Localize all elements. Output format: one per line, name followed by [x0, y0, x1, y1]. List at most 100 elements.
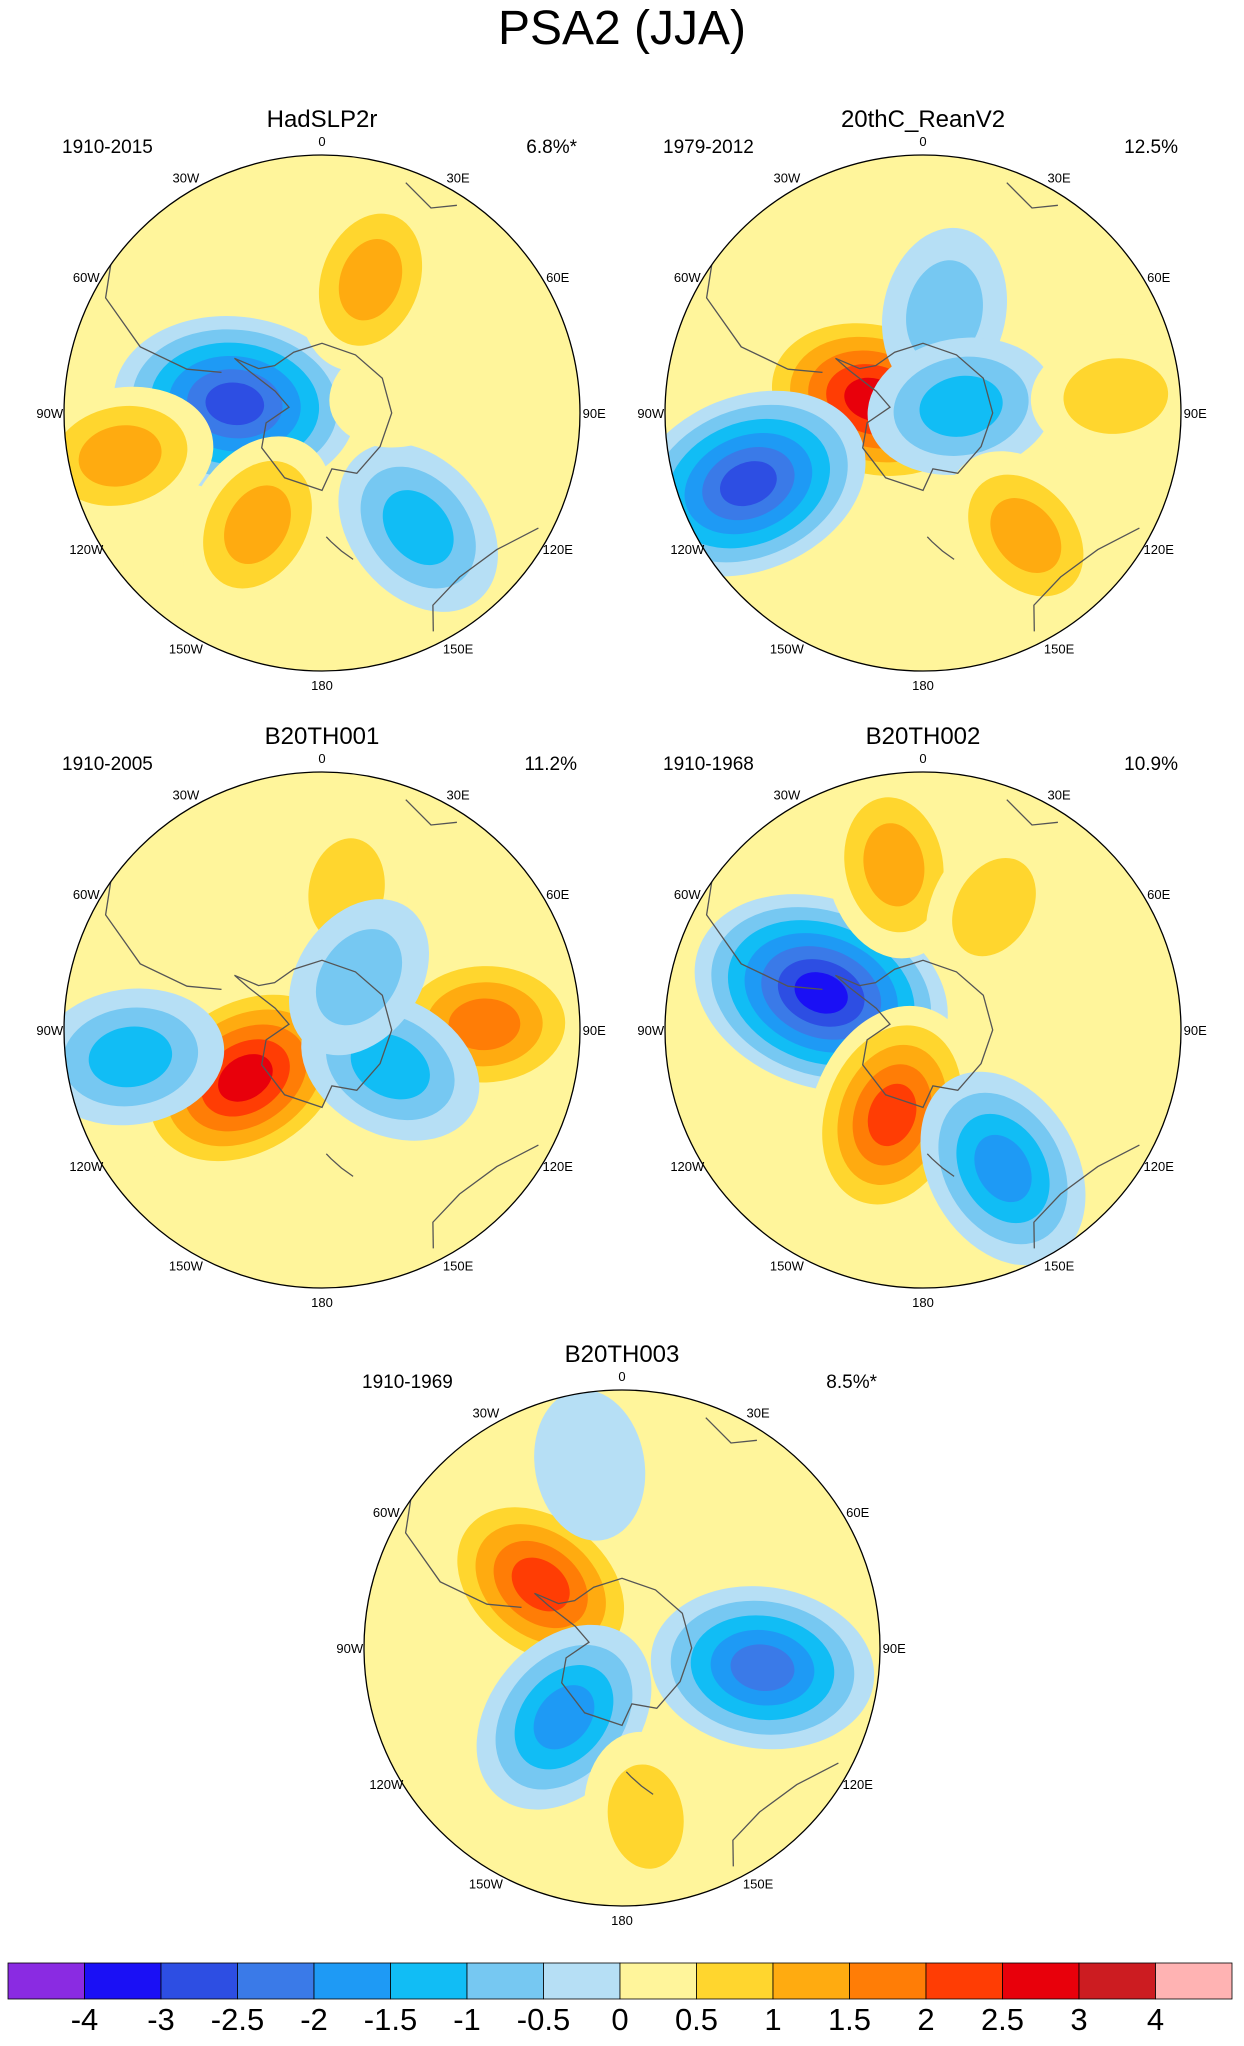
- colorbar: -4 -3 -2.5 -2 -1.5 -1 -0.5 0 0.5 1 1.5 2 2.5 3 4: [7, 1962, 1233, 2037]
- period-label: 1910-1968: [663, 754, 754, 775]
- new-zealand-coast: [325, 1153, 354, 1177]
- colorbar-swatch-11: [849, 1962, 927, 2000]
- anomaly-centre-2: [650, 1586, 875, 1750]
- longitude-label-90e: 90E: [1184, 406, 1207, 421]
- contour-level-neg-1: [534, 1390, 646, 1541]
- longitude-label-60w: 60W: [73, 887, 100, 902]
- south-america-coast: [104, 264, 222, 374]
- contour-level-neg-6: [205, 382, 265, 426]
- panel-title: B20TH003: [565, 1341, 680, 1368]
- longitude-label-90e: 90E: [883, 1641, 906, 1656]
- longitude-label-120e: 120E: [543, 542, 574, 557]
- map-field: [64, 772, 580, 1288]
- colorbar-label-12: 2.5: [981, 2002, 1024, 2037]
- contour-level-neg-3: [919, 375, 1003, 437]
- longitude-label-120e: 120E: [843, 1777, 874, 1792]
- colorbar-swatch-13: [1002, 1962, 1080, 2000]
- colorbar-label-13: 3: [1070, 2002, 1087, 2037]
- map-border: [664, 771, 1182, 1289]
- longitude-label-120e: 120E: [1144, 542, 1175, 557]
- longitude-label-120w: 120W: [369, 1777, 404, 1792]
- contour-level-neg-3: [350, 1033, 430, 1100]
- longitude-label-60w: 60W: [674, 887, 701, 902]
- map-border: [63, 771, 581, 1289]
- longitude-label-60w: 60W: [73, 270, 100, 285]
- map-panel-b20th002: B20TH002 1910-1968 10.9% 0 30E 60E 90E 120E 150E…: [637, 723, 1207, 1310]
- colorbar-swatch-2: [160, 1962, 238, 2000]
- period-label: 1979-2012: [663, 137, 754, 158]
- new-zealand-coast: [926, 536, 955, 560]
- antarctica-coast: [835, 342, 994, 492]
- longitude-label-90w: 90W: [637, 406, 664, 421]
- australia-coast: [1033, 1144, 1140, 1249]
- longitude-label-120w: 120W: [670, 1159, 705, 1174]
- colorbar-swatch-15: [1155, 1962, 1233, 2000]
- longitude-label-30e: 30E: [747, 1405, 770, 1420]
- longitude-label-150e: 150E: [443, 642, 474, 657]
- anomaly-centre-5: [288, 899, 430, 1056]
- colorbar-label-2: -2.5: [211, 2002, 264, 2037]
- contour-level-neg-7: [794, 972, 848, 1014]
- longitude-label-0: 0: [618, 1369, 625, 1384]
- longitude-label-90w: 90W: [36, 1023, 63, 1038]
- longitude-label-180: 180: [912, 678, 934, 693]
- contour-level-pos-3: [338, 239, 403, 321]
- anomaly-centre-1: [64, 988, 225, 1126]
- map-field: [364, 1390, 880, 1906]
- colorbar-swatch-3: [237, 1962, 315, 2000]
- longitude-label-30e: 30E: [447, 170, 470, 185]
- variance-label: 8.5%*: [826, 1372, 877, 1393]
- longitude-label-30w: 30W: [774, 170, 801, 185]
- contour-level-pos-3: [78, 425, 162, 487]
- coastlines: [104, 799, 539, 1249]
- colorbar-label-14: 4: [1147, 2002, 1164, 2037]
- coastlines: [705, 182, 1140, 632]
- colorbar-swatch-8: [619, 1962, 697, 2000]
- variance-label: 12.5%: [1124, 137, 1178, 158]
- colorbar-label-7: 0: [611, 2002, 628, 2037]
- contour-level-pos-3: [224, 485, 291, 564]
- contour-level-neg-3: [382, 490, 454, 566]
- africa-coast: [405, 182, 457, 209]
- colorbar-label-0: -4: [71, 2002, 99, 2037]
- longitude-label-180: 180: [912, 1295, 934, 1310]
- anomaly-centre-3: [867, 337, 1055, 476]
- longitude-label-60w: 60W: [373, 1505, 400, 1520]
- longitude-label-0: 0: [919, 751, 926, 766]
- colorbar-label-6: -0.5: [517, 2002, 570, 2037]
- antarctica-coast: [835, 959, 994, 1109]
- map-panel-hadslp2r: HadSLP2r 1910-2015 6.8%* 0 30E 60E 90E 120E 150E…: [36, 106, 606, 693]
- anomaly-centre-1: [299, 188, 442, 372]
- anomaly-centre-2: [920, 1071, 1086, 1266]
- map-panel-20thc-reanv2: 20thC_ReanV2 1979-2012 12.5% 0 30E 60E 90E 120E…: [637, 106, 1207, 693]
- antarctica-coast: [234, 959, 393, 1109]
- antarctica-coast: [234, 342, 393, 492]
- contour-level-pos-3: [990, 498, 1062, 573]
- africa-coast: [705, 1417, 757, 1444]
- period-label: 1910-2015: [62, 137, 153, 158]
- map-field: [665, 772, 1181, 1288]
- panel-title: B20TH002: [866, 723, 981, 750]
- colorbar-label-1: -3: [147, 2002, 175, 2037]
- south-america-coast: [705, 881, 823, 991]
- new-zealand-coast: [926, 1153, 955, 1177]
- variance-label: 11.2%: [525, 754, 578, 775]
- colorbar-label-8: 0.5: [675, 2002, 718, 2037]
- contour-level-neg-3: [88, 1026, 173, 1088]
- longitude-label-60w: 60W: [674, 270, 701, 285]
- coastlines: [104, 182, 539, 632]
- panel-title: HadSLP2r: [267, 106, 378, 133]
- colorbar-label-10: 1.5: [828, 2002, 871, 2037]
- variance-label: 6.8%*: [526, 137, 577, 158]
- longitude-label-120e: 120E: [1144, 1159, 1175, 1174]
- contour-level-pos-6: [218, 1054, 273, 1102]
- longitude-label-60e: 60E: [1147, 270, 1170, 285]
- longitude-label-180: 180: [311, 1295, 333, 1310]
- africa-coast: [405, 799, 457, 826]
- coastlines: [705, 799, 1140, 1249]
- contour-level-pos-5: [511, 1557, 570, 1612]
- longitude-label-120w: 120W: [69, 1159, 104, 1174]
- longitude-label-90e: 90E: [1184, 1023, 1207, 1038]
- colorbar-swatch-12: [925, 1962, 1003, 2000]
- africa-coast: [1006, 799, 1058, 826]
